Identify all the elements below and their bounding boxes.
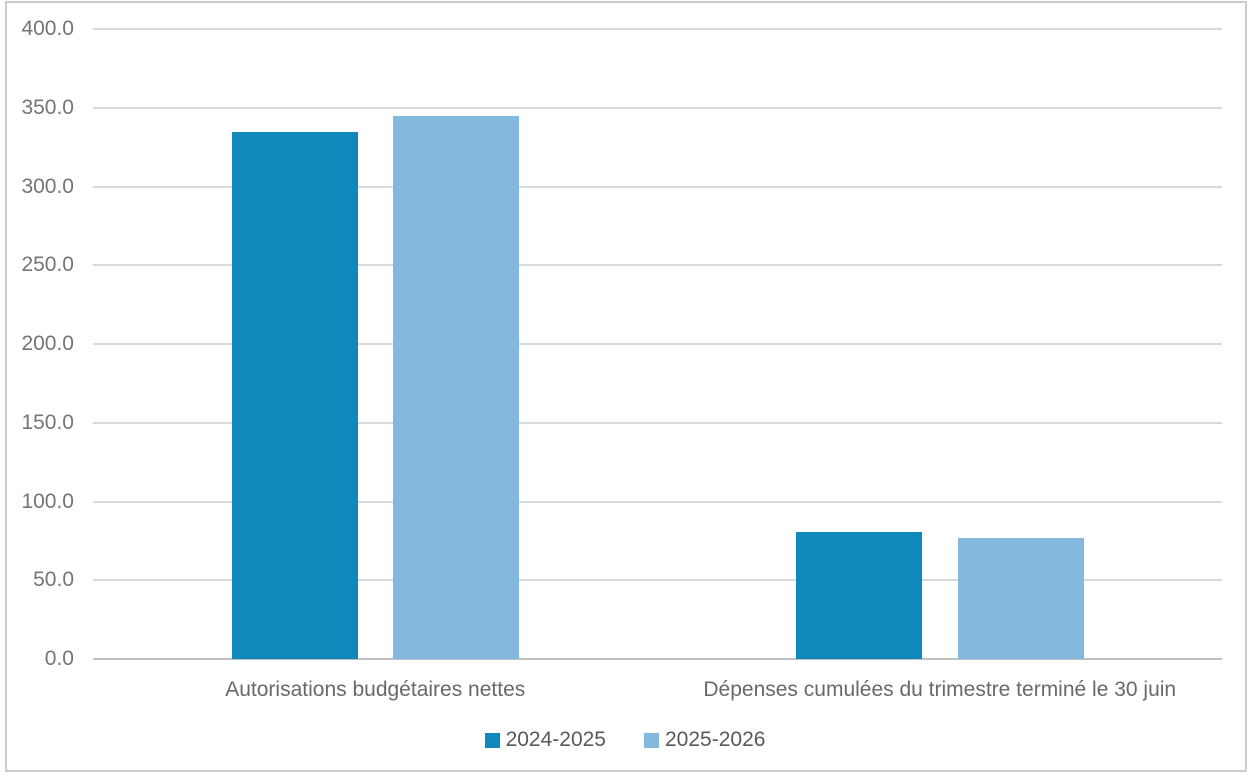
gridline [93,421,1222,424]
y-tick-label: 250.0 [21,253,74,277]
gridline [93,106,1222,109]
y-tick-label: 350.0 [21,95,74,119]
bar-2024-2025-cat0 [231,131,358,659]
legend-swatch-icon [484,732,500,748]
x-axis-line [93,658,1222,660]
gridline [93,264,1222,267]
legend-label: 2024-2025 [505,728,606,751]
category-label: Dépenses cumulées du trimestre terminé l… [703,678,1177,701]
gridline [93,500,1222,503]
y-tick-label: 50.0 [33,568,74,592]
category-label: Autorisations budgétaires nettes [225,678,526,701]
y-tick-label: 150.0 [21,410,74,434]
y-tick-label: 300.0 [21,174,74,198]
gridline [93,28,1222,30]
y-tick-label: 400.0 [21,17,74,40]
legend-item-2025-2026: 2025-2026 [644,727,765,753]
bar-2025-2026-cat1 [957,537,1084,659]
legend-label: 2025-2026 [665,728,766,751]
bar-2025-2026-cat0 [393,115,519,659]
bar-2024-2025-cat1 [796,532,922,659]
gridline [93,343,1222,345]
y-tick-label: 200.0 [21,332,74,355]
y-tick-label: 0.0 [44,647,74,670]
legend-swatch-icon [644,732,659,748]
y-tick-label: 100.0 [21,489,74,513]
legend: 2024-2025 2025-2026 [0,727,1250,753]
legend-item-2024-2025: 2024-2025 [484,727,606,753]
gridline [93,185,1222,188]
gridline [93,579,1222,582]
